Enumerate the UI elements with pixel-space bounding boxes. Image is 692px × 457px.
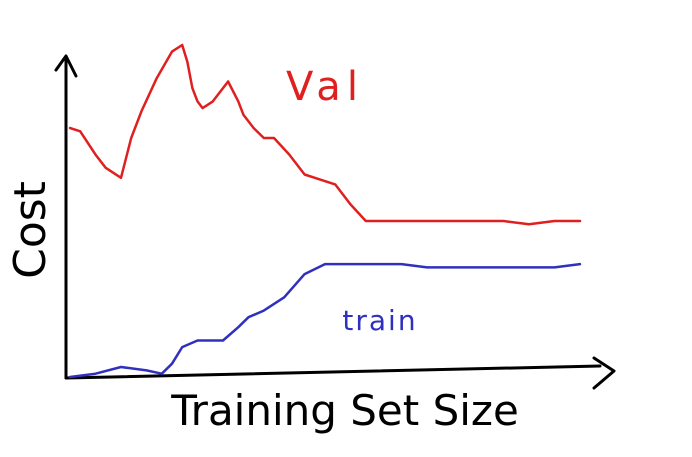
series-layer: Val train [68,43,582,379]
y-axis-label: Cost [5,181,56,279]
y-axis [54,54,78,380]
series-label-val: Val [286,64,364,110]
series-val: Val [68,43,582,226]
x-axis [64,356,616,390]
series-line-train [68,262,582,379]
x-axis-label: Training Set Size [170,386,519,435]
series-train: train [68,262,582,379]
series-label-train: train [342,304,417,337]
series-line-val [68,43,582,226]
